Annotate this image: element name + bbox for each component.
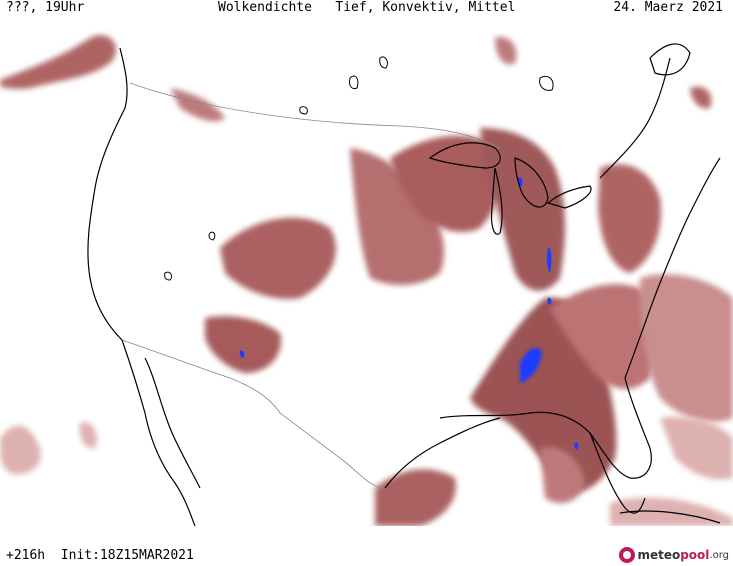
weather-map: [0, 18, 733, 526]
lake-outlines: [164, 56, 554, 281]
forecast-time-label: ???, 19Uhr: [6, 0, 85, 15]
coastlines: [87, 43, 721, 526]
forecast-date: 24. Maerz 2021: [613, 0, 723, 15]
logo-icon: [619, 547, 636, 563]
logo-text-pool: pool: [680, 548, 710, 562]
logo-text-org: .org: [709, 549, 729, 561]
model-run-info: +216h Init:18Z15MAR2021: [6, 548, 194, 563]
meteopool-logo[interactable]: meteo pool .org: [619, 544, 729, 566]
map-footer: +216h Init:18Z15MAR2021 meteo pool .org: [0, 540, 733, 566]
map-title: Wolkendichte Tief, Konvektiv, Mittel: [218, 0, 516, 15]
logo-text-meteo: meteo: [637, 548, 681, 562]
cloud-density-layer: [0, 35, 733, 526]
international-borders: [121, 82, 501, 489]
map-header: ???, 19Uhr Wolkendichte Tief, Konvektiv,…: [0, 0, 733, 18]
